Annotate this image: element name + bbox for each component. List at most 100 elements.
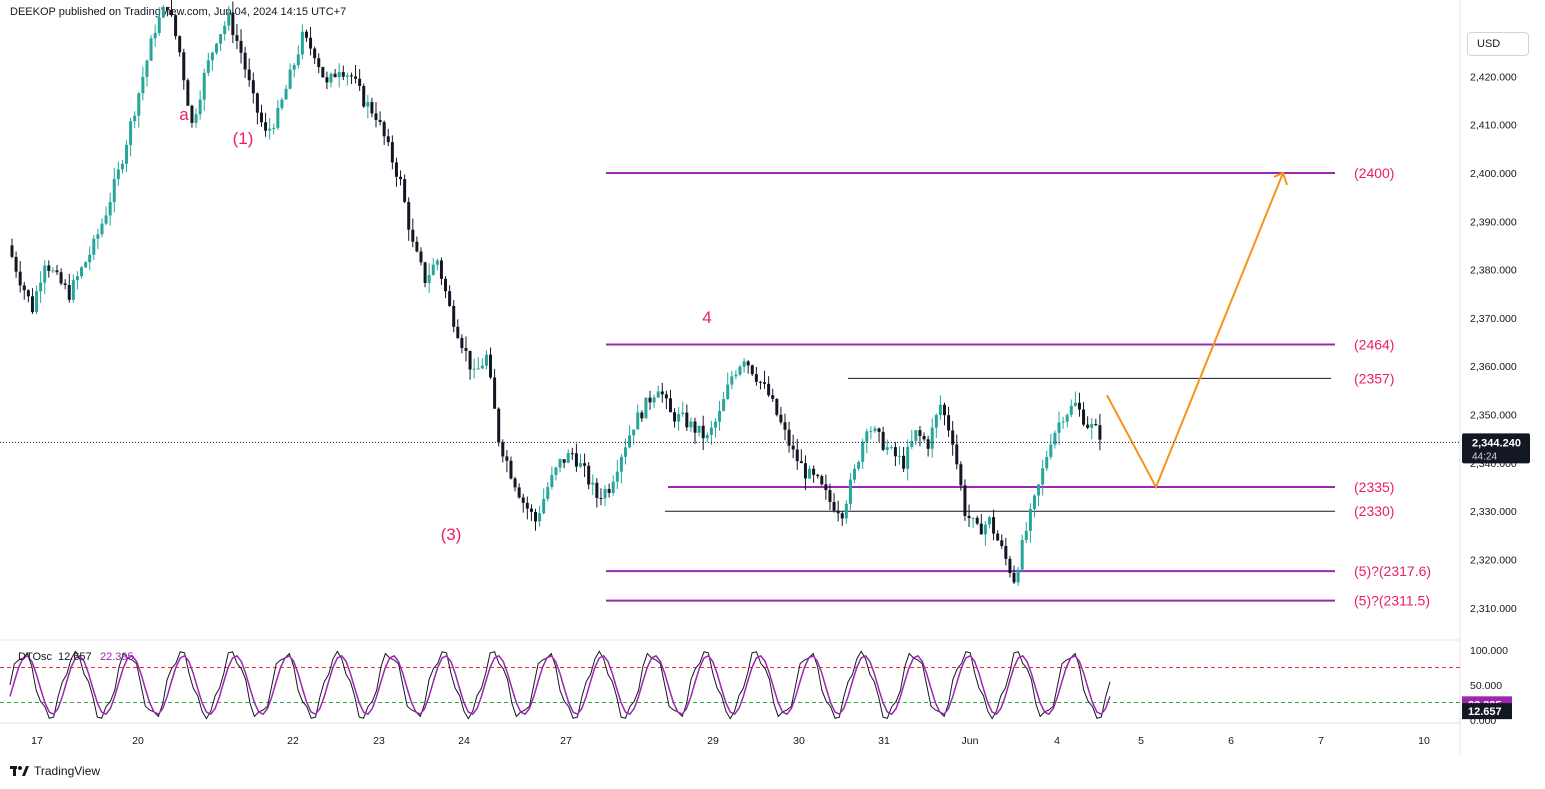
candle-body (844, 503, 848, 519)
candle-body (713, 421, 717, 428)
candle-body (88, 254, 92, 263)
y-tick-label: 2,310.000 (1470, 603, 1517, 615)
candle-body (174, 15, 178, 37)
candle-body (22, 285, 26, 291)
candle-body (63, 283, 67, 285)
candle-body (243, 52, 247, 70)
osc-k-line (9, 650, 1111, 720)
candle-body (701, 425, 705, 439)
candle-body (276, 107, 280, 128)
candle-body (742, 361, 746, 367)
candle-body (685, 412, 689, 428)
candle-body (194, 114, 198, 123)
candle-body (1008, 558, 1012, 574)
candle-body (170, 9, 174, 16)
candle-body (873, 428, 877, 432)
candle-body (660, 391, 664, 395)
candle-body (750, 365, 754, 375)
candle-body (1028, 508, 1032, 531)
candle-body (125, 144, 129, 164)
candle-body (963, 485, 967, 516)
x-tick-label: 5 (1138, 735, 1144, 747)
candle-body (668, 398, 672, 413)
candle-body (231, 12, 235, 36)
candle-body (120, 163, 124, 170)
candle-body (542, 498, 546, 514)
candle-body (1053, 432, 1057, 445)
candle-body (1016, 569, 1020, 583)
candle-body (1069, 405, 1073, 415)
candle-body (979, 523, 983, 535)
candle-body (566, 453, 570, 463)
candle-body (358, 78, 362, 86)
candle-body (390, 142, 394, 163)
candle-body (96, 234, 100, 239)
candle-body (272, 127, 276, 129)
candle-body (848, 479, 852, 504)
candle-body (317, 58, 321, 68)
candle-body (910, 440, 914, 447)
candle-body (280, 99, 284, 108)
candle-body (562, 459, 566, 463)
candle-body (705, 434, 709, 439)
y-tick-label: 2,390.000 (1470, 216, 1517, 228)
candle-body (889, 447, 893, 449)
candle-body (423, 262, 427, 283)
candle-body (877, 428, 881, 432)
candle-body (251, 80, 255, 94)
candle-body (304, 31, 308, 38)
candle-body (382, 122, 386, 137)
candle-body (460, 337, 464, 349)
currency-button[interactable]: USD (1467, 32, 1529, 56)
axis-frame (0, 0, 1461, 755)
candle-body (292, 65, 296, 70)
candle-body (30, 296, 34, 313)
candle-body (141, 76, 145, 94)
candle-body (259, 112, 263, 123)
candle-body (415, 241, 419, 252)
osc-d-label: 22.395 (100, 651, 134, 663)
candle-body (836, 510, 840, 514)
candle-body (296, 54, 300, 66)
osc-k-label: 12.657 (58, 651, 92, 663)
candle-body (570, 453, 574, 455)
candle-body (922, 435, 926, 440)
candle-body (521, 497, 525, 503)
candle-body (35, 291, 39, 313)
candle-body (898, 455, 902, 457)
candle-body (947, 415, 951, 431)
level-label: (2330) (1354, 503, 1394, 519)
candle-body (55, 270, 59, 273)
candle-body (779, 414, 783, 423)
candle-body (75, 276, 79, 281)
candle-body (906, 446, 910, 469)
candle-body (992, 517, 996, 534)
candle-body (370, 102, 374, 114)
candle-body (493, 377, 497, 409)
projection-arrowhead (1273, 171, 1288, 186)
candle-body (112, 179, 116, 203)
candle-body (636, 412, 640, 430)
wave-label: (1) (233, 129, 254, 148)
candle-body (480, 365, 484, 369)
candle-body (1000, 540, 1004, 546)
candle-body (67, 284, 71, 300)
candle-body (247, 69, 251, 81)
candle-body (808, 468, 812, 479)
footer-brand: TradingView (10, 764, 100, 778)
candle-body (39, 282, 43, 292)
level-label: (2335) (1354, 479, 1394, 495)
x-tick-label: 31 (878, 735, 890, 747)
candle-body (448, 291, 452, 306)
candle-body (615, 471, 619, 482)
x-tick-label: 27 (560, 735, 572, 747)
candle-body (472, 368, 476, 370)
candle-body (108, 202, 112, 216)
candle-body (787, 429, 791, 446)
y-tick-label: 2,360.000 (1470, 361, 1517, 373)
osc-k-badge (1462, 703, 1512, 720)
candle-body (476, 368, 480, 370)
candle-body (325, 77, 329, 83)
wave-label: 4 (702, 308, 711, 327)
